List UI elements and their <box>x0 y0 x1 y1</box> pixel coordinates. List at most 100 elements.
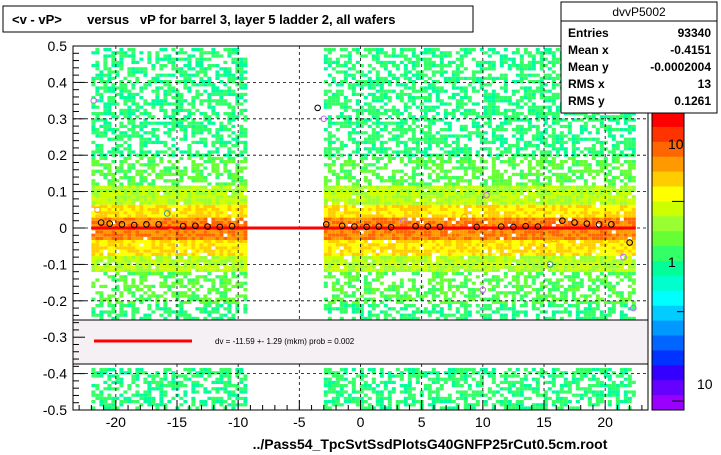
heatmap-cell <box>367 105 372 109</box>
heatmap-cell <box>423 108 428 112</box>
heatmap-cell <box>347 124 352 128</box>
heatmap-cell <box>463 284 468 288</box>
heatmap-cell <box>335 156 340 160</box>
heatmap-cell <box>407 403 412 407</box>
heatmap-cell <box>447 112 452 116</box>
heatmap-cell <box>375 80 380 84</box>
heatmap-cell <box>99 198 104 202</box>
heatmap-cell <box>431 380 436 384</box>
heatmap-cell <box>215 236 220 240</box>
heatmap-cell <box>243 240 248 244</box>
heatmap-cell <box>227 214 232 218</box>
heatmap-cell <box>219 240 224 244</box>
heatmap-cell <box>415 230 420 234</box>
heatmap-cell <box>175 246 180 250</box>
heatmap-cell <box>111 179 116 183</box>
heatmap-cell <box>455 208 460 212</box>
heatmap-cell <box>419 137 424 141</box>
heatmap-cell <box>167 230 172 234</box>
heatmap-cell <box>183 192 188 196</box>
heatmap-cell <box>199 268 204 272</box>
heatmap-cell <box>123 275 128 279</box>
heatmap-cell <box>183 265 188 269</box>
heatmap-cell <box>467 278 472 282</box>
heatmap-cell <box>171 243 176 247</box>
heatmap-cell <box>235 134 240 138</box>
heatmap-cell <box>367 179 372 183</box>
heatmap-cell <box>423 233 428 237</box>
heatmap-cell <box>367 233 372 237</box>
heatmap-cell <box>219 224 224 228</box>
heatmap-cell <box>187 112 192 116</box>
heatmap-cell <box>191 403 196 407</box>
heatmap-cell <box>207 310 212 314</box>
heatmap-cell <box>191 316 196 320</box>
heatmap-cell <box>415 60 420 64</box>
heatmap-cell <box>383 163 388 167</box>
heatmap-cell <box>427 268 432 272</box>
heatmap-cell <box>423 134 428 138</box>
heatmap-cell <box>239 150 244 154</box>
heatmap-cell <box>455 243 460 247</box>
heatmap-cell <box>395 224 400 228</box>
heatmap-cell <box>131 278 136 282</box>
heatmap-cell <box>199 188 204 192</box>
heatmap-cell <box>127 147 132 151</box>
heatmap-cell <box>423 166 428 170</box>
heatmap-cell <box>431 233 436 237</box>
heatmap-cell <box>383 64 388 68</box>
heatmap-cell <box>443 198 448 202</box>
heatmap-cell <box>223 236 228 240</box>
heatmap-cell <box>395 240 400 244</box>
heatmap-cell <box>223 83 228 87</box>
heatmap-cell <box>107 192 112 196</box>
heatmap-cell <box>119 380 124 384</box>
heatmap-cell <box>375 240 380 244</box>
heatmap-cell <box>91 83 96 87</box>
heatmap-cell <box>327 51 332 55</box>
heatmap-cell <box>135 153 140 157</box>
heatmap-cell <box>207 208 212 212</box>
heatmap-cell <box>179 105 184 109</box>
heatmap-cell <box>451 108 456 112</box>
heatmap-cell <box>111 204 116 208</box>
heatmap-cell <box>231 214 236 218</box>
heatmap-cell <box>123 147 128 151</box>
heatmap-cell <box>211 307 216 311</box>
heatmap-cell <box>231 60 236 64</box>
heatmap-cell <box>235 211 240 215</box>
heatmap-cell <box>387 256 392 260</box>
heatmap-cell <box>367 284 372 288</box>
heatmap-cell <box>391 156 396 160</box>
heatmap-cell <box>331 211 336 215</box>
heatmap-cell <box>423 64 428 68</box>
heatmap-cell <box>395 291 400 295</box>
heatmap-cell <box>355 144 360 148</box>
heatmap-cell <box>411 313 416 317</box>
heatmap-cell <box>231 156 236 160</box>
heatmap-cell <box>463 76 468 80</box>
heatmap-cell <box>211 252 216 256</box>
heatmap-cell <box>351 204 356 208</box>
heatmap-cell <box>459 281 464 285</box>
heatmap-cell <box>155 230 160 234</box>
heatmap-cell <box>95 246 100 250</box>
heatmap-cell <box>375 195 380 199</box>
heatmap-cell <box>351 230 356 234</box>
heatmap-cell <box>195 220 200 224</box>
heatmap-cell <box>331 99 336 103</box>
heatmap-cell <box>423 67 428 71</box>
heatmap-cell <box>147 182 152 186</box>
heatmap-cell <box>415 118 420 122</box>
heatmap-cell <box>111 310 116 314</box>
heatmap-cell <box>379 105 384 109</box>
heatmap-cell <box>139 169 144 173</box>
heatmap-cell <box>355 272 360 276</box>
heatmap-cell <box>111 246 116 250</box>
heatmap-cell <box>383 387 388 391</box>
heatmap-cell <box>183 262 188 266</box>
heatmap-cell <box>195 166 200 170</box>
heatmap-cell <box>155 259 160 263</box>
heatmap-cell <box>147 112 152 116</box>
heatmap-cell <box>387 131 392 135</box>
